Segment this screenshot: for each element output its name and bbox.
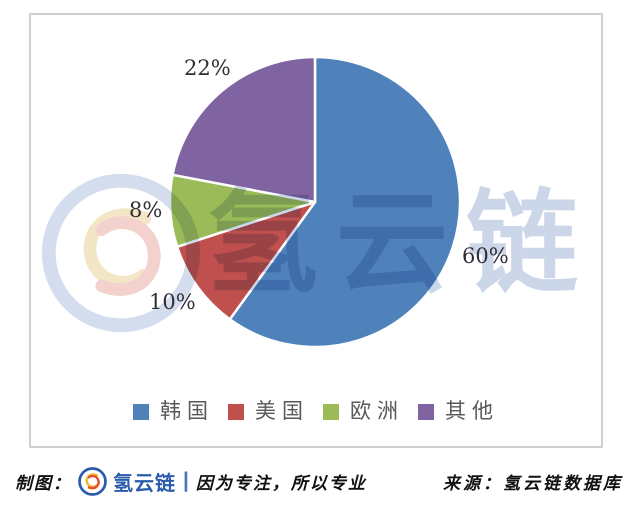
legend-item-korea: 韩国 [133, 401, 214, 422]
brand-logo-icon [78, 466, 107, 496]
legend-item-europe: 欧洲 [323, 401, 404, 422]
legend-label-korea: 韩国 [160, 399, 214, 423]
pie-slice-other [171, 55, 317, 204]
pie-label-korea: 60% [462, 244, 509, 268]
legend: 韩国 美国 欧洲 其他 [29, 401, 603, 422]
brand-name: 氢云链 [113, 472, 176, 495]
credit-label: 制图： [15, 473, 72, 493]
footer-slogan: 因为专注，所以专业 [195, 473, 367, 493]
pie-label-usa: 10% [149, 290, 196, 314]
legend-label-other: 其他 [445, 399, 499, 423]
legend-label-usa: 美国 [255, 399, 309, 423]
pie-slice-korea [228, 55, 462, 349]
footer-divider: | [183, 469, 189, 492]
legend-swatch-korea [133, 403, 149, 420]
footer-credit-block: 制图： 氢云链 | 因为专注，所以专业 [15, 466, 367, 497]
legend-item-usa: 美国 [228, 401, 309, 422]
footer: 制图： 氢云链 | 因为专注，所以专业 来源：氢云链数据库 [0, 461, 635, 501]
legend-swatch-other [418, 403, 434, 420]
legend-item-other: 其他 [418, 401, 499, 422]
legend-swatch-usa [228, 403, 244, 420]
pie-label-europe: 8% [129, 198, 163, 222]
legend-swatch-europe [323, 403, 339, 420]
source-label: 来源：氢云链数据库 [443, 473, 623, 493]
pie-label-other: 22% [184, 56, 231, 80]
legend-label-europe: 欧洲 [350, 399, 404, 423]
